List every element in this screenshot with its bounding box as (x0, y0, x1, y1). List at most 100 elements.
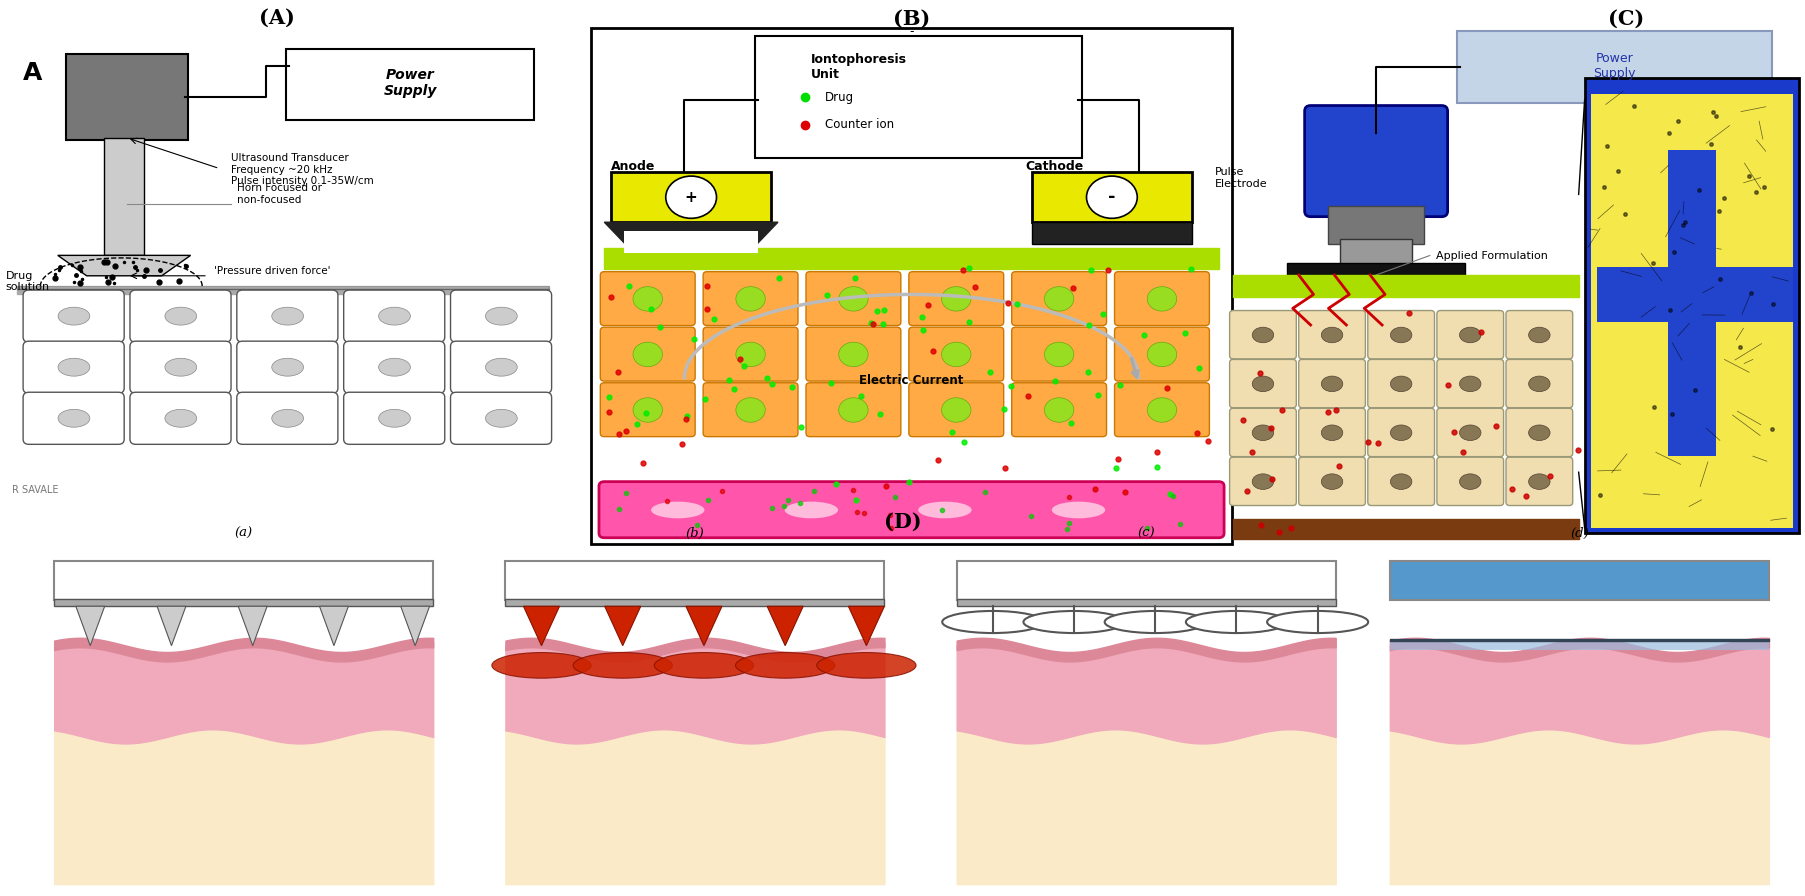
Ellipse shape (652, 502, 704, 518)
FancyBboxPatch shape (1597, 267, 1792, 323)
FancyBboxPatch shape (910, 383, 1004, 436)
Polygon shape (238, 607, 267, 646)
Circle shape (666, 177, 717, 219)
FancyBboxPatch shape (1341, 239, 1412, 267)
Text: Power
Supply: Power Supply (1594, 52, 1635, 80)
Text: (d): (d) (1570, 528, 1588, 540)
FancyBboxPatch shape (236, 341, 338, 393)
Ellipse shape (273, 358, 303, 376)
Text: Anode: Anode (612, 160, 655, 173)
FancyBboxPatch shape (1305, 106, 1448, 217)
FancyBboxPatch shape (957, 599, 1336, 607)
Text: 'Pressure driven force': 'Pressure driven force' (213, 266, 330, 276)
Ellipse shape (1460, 474, 1480, 489)
FancyBboxPatch shape (601, 383, 695, 436)
Text: Counter ion: Counter ion (825, 118, 893, 132)
Text: Ultrasound Transducer
Frequency ~20 kHz
Pulse intensity 0.1-35W/cm: Ultrasound Transducer Frequency ~20 kHz … (231, 153, 374, 186)
FancyBboxPatch shape (1229, 457, 1296, 505)
FancyBboxPatch shape (1229, 311, 1296, 359)
Ellipse shape (1390, 474, 1412, 489)
Circle shape (942, 398, 971, 422)
Circle shape (1148, 398, 1177, 422)
FancyBboxPatch shape (601, 327, 695, 381)
FancyBboxPatch shape (1328, 205, 1424, 245)
Circle shape (1087, 177, 1137, 219)
FancyBboxPatch shape (1668, 150, 1717, 455)
Ellipse shape (1321, 376, 1343, 392)
FancyBboxPatch shape (1437, 409, 1504, 457)
Circle shape (942, 342, 971, 366)
FancyBboxPatch shape (1505, 457, 1572, 505)
Circle shape (1023, 611, 1125, 633)
FancyBboxPatch shape (1300, 359, 1365, 408)
Ellipse shape (273, 409, 303, 427)
Ellipse shape (164, 307, 197, 325)
Ellipse shape (58, 307, 90, 325)
FancyBboxPatch shape (1032, 172, 1191, 222)
FancyBboxPatch shape (1114, 383, 1209, 436)
Circle shape (736, 342, 765, 366)
Ellipse shape (655, 652, 754, 678)
Ellipse shape (1321, 474, 1343, 489)
Text: +: + (684, 190, 697, 204)
FancyBboxPatch shape (1390, 640, 1769, 650)
Ellipse shape (818, 652, 917, 678)
FancyBboxPatch shape (1011, 327, 1106, 381)
Text: Iontophoresis
Unit: Iontophoresis Unit (812, 53, 908, 81)
FancyBboxPatch shape (1287, 263, 1466, 275)
FancyBboxPatch shape (807, 271, 901, 325)
FancyBboxPatch shape (23, 341, 125, 393)
FancyBboxPatch shape (1505, 311, 1572, 359)
Circle shape (634, 287, 662, 311)
Text: Applied Formulation: Applied Formulation (1435, 251, 1547, 261)
Circle shape (839, 287, 868, 311)
Polygon shape (686, 607, 722, 646)
Text: Electric Current: Electric Current (859, 374, 964, 387)
Ellipse shape (1253, 376, 1274, 392)
Text: Horn Focused or
non-focused: Horn Focused or non-focused (236, 184, 321, 205)
Circle shape (1148, 287, 1177, 311)
Polygon shape (848, 607, 884, 646)
Polygon shape (157, 607, 186, 646)
Text: Pulse
Electrode: Pulse Electrode (1215, 167, 1267, 188)
FancyBboxPatch shape (130, 290, 231, 342)
FancyBboxPatch shape (910, 327, 1004, 381)
FancyBboxPatch shape (1368, 359, 1435, 408)
Text: Cathode: Cathode (1025, 160, 1083, 173)
Text: (A): (A) (260, 8, 296, 28)
Circle shape (736, 398, 765, 422)
FancyBboxPatch shape (1300, 409, 1365, 457)
FancyBboxPatch shape (23, 392, 125, 444)
Ellipse shape (785, 502, 838, 518)
FancyBboxPatch shape (505, 561, 884, 600)
FancyBboxPatch shape (451, 290, 552, 342)
FancyBboxPatch shape (1011, 271, 1106, 325)
Ellipse shape (1529, 327, 1550, 343)
Circle shape (634, 342, 662, 366)
FancyBboxPatch shape (910, 271, 1004, 325)
Text: Drug: Drug (825, 90, 854, 104)
Text: (D): (D) (884, 512, 921, 531)
FancyBboxPatch shape (505, 599, 884, 607)
FancyBboxPatch shape (1505, 409, 1572, 457)
Ellipse shape (1390, 376, 1412, 392)
FancyBboxPatch shape (625, 230, 758, 253)
FancyBboxPatch shape (1368, 311, 1435, 359)
FancyBboxPatch shape (343, 341, 444, 393)
FancyBboxPatch shape (1229, 409, 1296, 457)
Circle shape (1267, 611, 1368, 633)
Ellipse shape (273, 307, 303, 325)
Ellipse shape (1460, 376, 1480, 392)
Ellipse shape (379, 307, 410, 325)
FancyBboxPatch shape (1300, 457, 1365, 505)
Polygon shape (523, 607, 560, 646)
Circle shape (839, 398, 868, 422)
FancyBboxPatch shape (67, 54, 188, 141)
Circle shape (1148, 342, 1177, 366)
Ellipse shape (58, 409, 90, 427)
Polygon shape (401, 607, 430, 646)
Text: A: A (23, 61, 43, 85)
FancyBboxPatch shape (285, 48, 534, 120)
Ellipse shape (164, 409, 197, 427)
Ellipse shape (1253, 474, 1274, 489)
